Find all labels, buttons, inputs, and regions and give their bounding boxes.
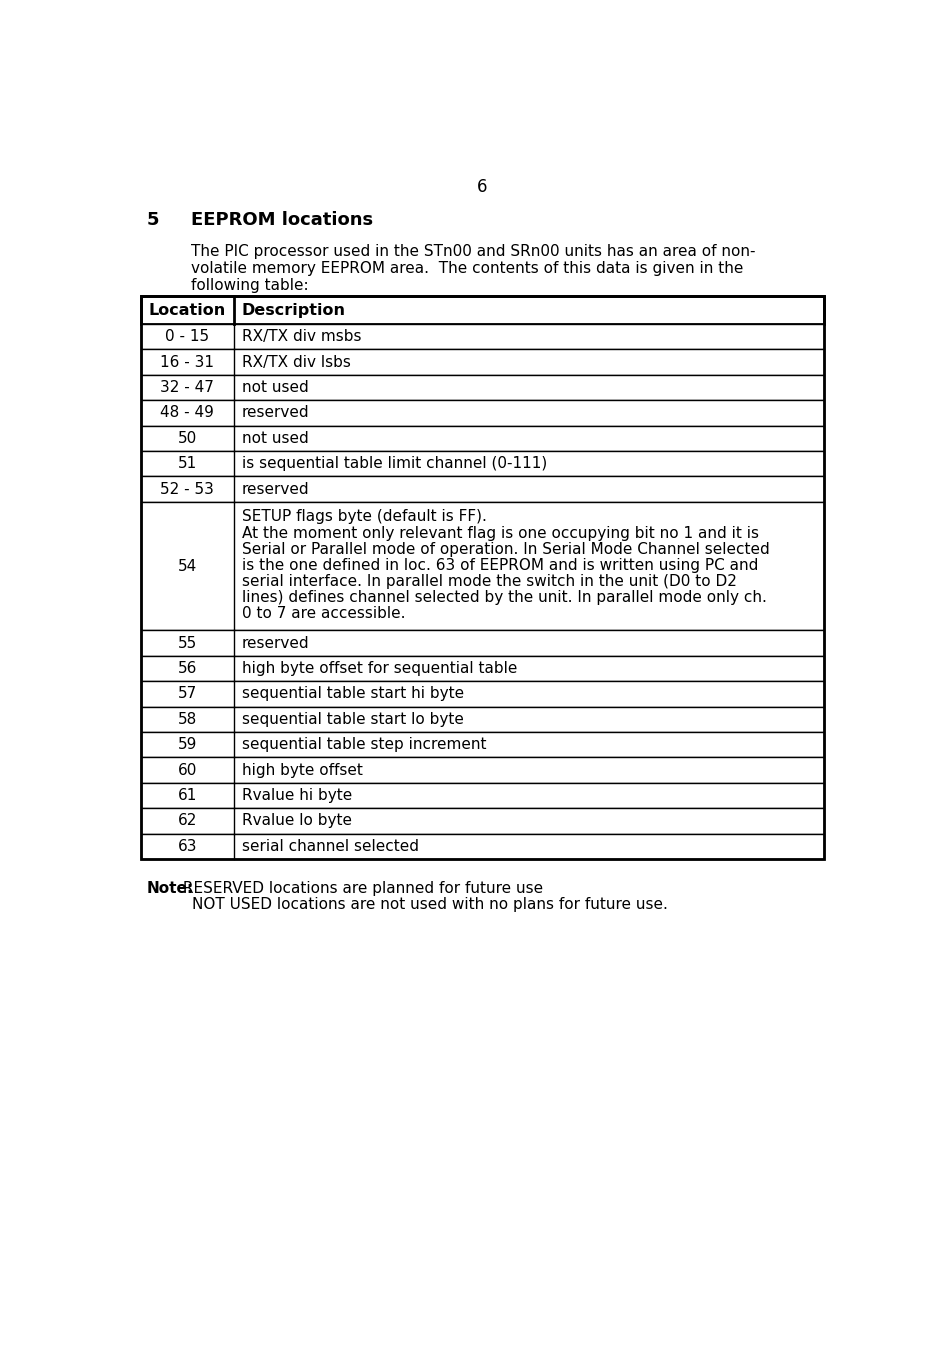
- Bar: [141, 808, 824, 834]
- Text: 60: 60: [178, 763, 197, 778]
- Text: is the one defined in loc. 63 of EEPROM and is written using PC and: is the one defined in loc. 63 of EEPROM …: [242, 558, 758, 573]
- Bar: [141, 834, 824, 860]
- Text: Serial or Parallel mode of operation. In Serial Mode Channel selected: Serial or Parallel mode of operation. In…: [242, 542, 769, 557]
- Text: NOT USED locations are not used with no plans for future use.: NOT USED locations are not used with no …: [192, 896, 667, 911]
- Bar: [141, 732, 824, 758]
- Text: high byte offset: high byte offset: [242, 763, 368, 778]
- Text: RX/TX div msbs: RX/TX div msbs: [242, 329, 361, 344]
- Text: volatile memory EEPROM area.  The contents of this data is given in the: volatile memory EEPROM area. The content…: [191, 261, 744, 276]
- Text: 58: 58: [178, 712, 196, 727]
- Text: sequential table step increment: sequential table step increment: [242, 737, 486, 752]
- Text: EEPROM locations: EEPROM locations: [191, 212, 373, 230]
- Text: 6: 6: [477, 178, 487, 197]
- Text: is sequential table limit channel (0-111): is sequential table limit channel (0-111…: [242, 456, 547, 471]
- Text: 52 - 53: 52 - 53: [161, 482, 214, 497]
- Text: Note:: Note:: [147, 880, 194, 895]
- Bar: [141, 656, 824, 682]
- Bar: [141, 706, 824, 732]
- Bar: [141, 758, 824, 782]
- Bar: [141, 296, 824, 860]
- Text: 48 - 49: 48 - 49: [161, 405, 214, 421]
- Text: 50: 50: [178, 430, 196, 445]
- Text: following table:: following table:: [191, 277, 308, 293]
- Text: 0 to 7 are accessible.: 0 to 7 are accessible.: [242, 607, 405, 622]
- Bar: [141, 425, 824, 451]
- Text: 56: 56: [178, 661, 197, 676]
- Text: serial interface. In parallel mode the switch in the unit (D0 to D2: serial interface. In parallel mode the s…: [242, 574, 736, 589]
- Bar: [141, 349, 824, 375]
- Text: reserved: reserved: [242, 482, 309, 497]
- Text: sequential table start lo byte: sequential table start lo byte: [242, 712, 463, 727]
- Text: 16 - 31: 16 - 31: [160, 354, 214, 369]
- Text: serial channel selected: serial channel selected: [242, 839, 418, 854]
- Text: high byte offset for sequential table: high byte offset for sequential table: [242, 661, 517, 676]
- Bar: [141, 630, 824, 656]
- Text: 57: 57: [178, 686, 196, 701]
- Bar: [141, 375, 824, 401]
- Text: 54: 54: [178, 558, 196, 573]
- Text: 62: 62: [178, 813, 197, 828]
- Text: 61: 61: [178, 788, 197, 803]
- Bar: [141, 451, 824, 477]
- Text: not used: not used: [242, 430, 308, 445]
- Bar: [141, 782, 824, 808]
- Text: Description: Description: [242, 303, 346, 318]
- Text: 5: 5: [147, 212, 160, 230]
- Text: reserved: reserved: [242, 636, 309, 650]
- Text: 51: 51: [178, 456, 196, 471]
- Text: 59: 59: [178, 737, 197, 752]
- Text: RESERVED locations are planned for future use: RESERVED locations are planned for futur…: [178, 880, 543, 895]
- Text: reserved: reserved: [242, 405, 309, 421]
- Text: 55: 55: [178, 636, 196, 650]
- Text: RX/TX div lsbs: RX/TX div lsbs: [242, 354, 351, 369]
- Text: sequential table start hi byte: sequential table start hi byte: [242, 686, 463, 701]
- Bar: [141, 477, 824, 501]
- Text: lines) defines channel selected by the unit. In parallel mode only ch.: lines) defines channel selected by the u…: [242, 591, 766, 606]
- Text: SETUP flags byte (default is FF).: SETUP flags byte (default is FF).: [242, 509, 486, 524]
- Text: 0 - 15: 0 - 15: [165, 329, 210, 344]
- Text: Rvalue lo byte: Rvalue lo byte: [242, 813, 352, 828]
- Text: 63: 63: [178, 839, 197, 854]
- Bar: [141, 682, 824, 706]
- Text: Rvalue hi byte: Rvalue hi byte: [242, 788, 352, 803]
- Text: At the moment only relevant flag is one occupying bit no 1 and it is: At the moment only relevant flag is one …: [242, 526, 759, 540]
- Text: Location: Location: [149, 303, 226, 318]
- Text: not used: not used: [242, 380, 308, 395]
- Text: The PIC processor used in the STn00 and SRn00 units has an area of non-: The PIC processor used in the STn00 and …: [191, 244, 756, 259]
- Text: 32 - 47: 32 - 47: [161, 380, 214, 395]
- Bar: [141, 296, 824, 325]
- Bar: [141, 325, 824, 349]
- Bar: [141, 401, 824, 425]
- Bar: [141, 501, 824, 630]
